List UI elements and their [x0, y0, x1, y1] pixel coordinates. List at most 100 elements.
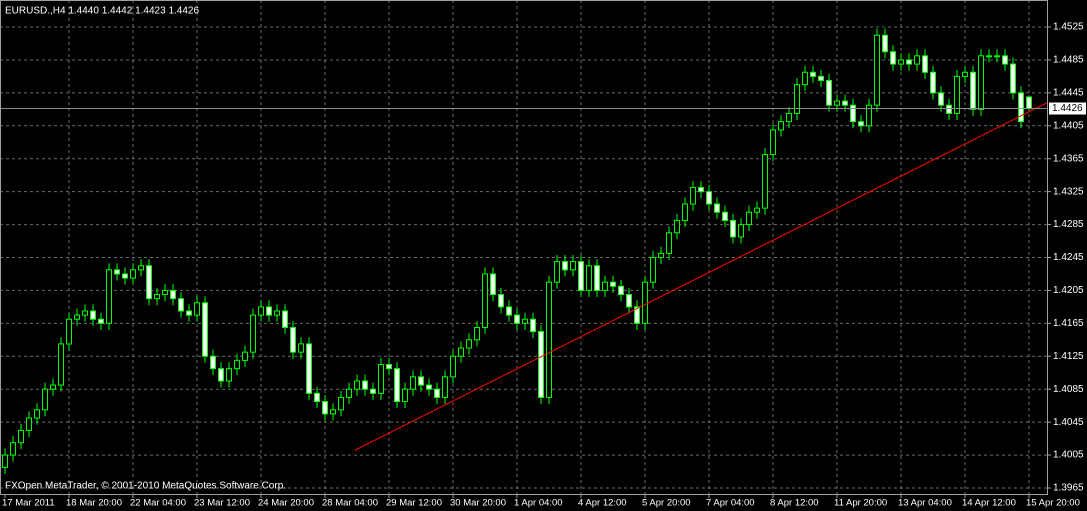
candle-body [634, 306, 640, 324]
candle-body [338, 396, 344, 411]
y-tick-label: 1.4005 [1053, 450, 1084, 461]
y-tick-label: 1.4285 [1053, 219, 1084, 230]
grid-layer [0, 0, 1047, 494]
candle-body [746, 211, 752, 226]
candle-body [178, 298, 184, 312]
candle-body [386, 364, 392, 370]
marks-layer [0, 28, 1048, 474]
candle-body [682, 203, 688, 221]
candle-body [466, 339, 472, 349]
candle-body [42, 388, 48, 411]
candle-body [818, 75, 824, 82]
candle-body [194, 302, 200, 316]
candle-body [74, 314, 80, 320]
candle-body [378, 364, 384, 394]
candle-body [402, 388, 408, 403]
candle-body [842, 100, 848, 106]
candle-body [738, 224, 744, 238]
candle-body [258, 306, 264, 316]
y-tick-label: 1.4325 [1053, 186, 1084, 197]
candle-body [266, 306, 272, 316]
candle-body [434, 388, 440, 398]
candle-body [650, 257, 656, 283]
candle-body [362, 380, 368, 390]
candle-body [690, 187, 696, 205]
candle-body [426, 384, 432, 390]
candle-body [938, 92, 944, 106]
candle-body [514, 314, 520, 324]
candle-body [970, 71, 976, 110]
candle-body [794, 84, 800, 114]
candle-body [34, 409, 40, 419]
candle-body [586, 265, 592, 291]
candle-body [810, 71, 816, 77]
candle-body [858, 121, 864, 127]
candle-body [570, 261, 576, 271]
candle-body [354, 380, 360, 390]
candle-body [578, 261, 584, 291]
candle-body [506, 306, 512, 316]
candle-body [146, 265, 152, 300]
candle-body [658, 252, 664, 259]
x-tick-label: 15 Apr 20:00 [1026, 498, 1080, 509]
x-tick-label: 4 Apr 12:00 [578, 498, 627, 509]
candle-body [218, 368, 224, 382]
candle-body [442, 376, 448, 398]
y-tick-label: 1.4405 [1053, 120, 1084, 131]
candle-body [370, 388, 376, 394]
candle-body [946, 104, 952, 114]
candle-body [930, 71, 936, 94]
candle-body [410, 376, 416, 390]
candle-body [674, 219, 680, 234]
x-tick-label: 22 Mar 04:00 [130, 498, 186, 509]
candle-body [202, 302, 208, 357]
candle-body [754, 207, 760, 213]
candle-body [626, 294, 632, 308]
y-tick-label: 1.4525 [1053, 22, 1084, 33]
x-tick-label: 11 Apr 20:00 [834, 498, 887, 509]
candle-body [978, 55, 984, 110]
candle-body [290, 326, 296, 353]
candle-body [314, 392, 320, 403]
chart-title: EURUSD.,H4 1.4440 1.4442 1.4423 1.4426 [5, 6, 199, 17]
candle-body [922, 55, 928, 73]
candle-body [226, 368, 232, 382]
trendline [354, 102, 1048, 451]
candle-body [114, 269, 120, 275]
price-label-box [1049, 102, 1086, 115]
candle-body [18, 429, 24, 444]
candle-body [546, 281, 552, 398]
candle-body [522, 318, 528, 324]
candle-body [298, 343, 304, 353]
candle-body [154, 294, 160, 300]
x-tick-label: 8 Apr 12:00 [770, 498, 819, 509]
candle-body [882, 34, 888, 53]
candle-body [2, 454, 8, 468]
x-tick-label: 29 Mar 12:00 [386, 498, 442, 509]
candle-body [90, 310, 96, 320]
candle-body [50, 384, 56, 390]
candle-body [66, 318, 72, 345]
candle-body [10, 442, 16, 456]
x-tick-label: 23 Mar 12:00 [194, 498, 250, 509]
candle-body [242, 351, 248, 361]
candle-body [330, 409, 336, 415]
candle-body [954, 75, 960, 114]
candle-body [714, 203, 720, 213]
candle-body [250, 314, 256, 353]
candle-body [162, 289, 168, 296]
candle-body [282, 310, 288, 328]
candle-body [642, 281, 648, 324]
candle-body [306, 343, 312, 394]
candle-body [1026, 96, 1032, 110]
candle-body [482, 273, 488, 328]
candle-body [610, 281, 616, 287]
candle-body [322, 401, 328, 415]
y-tick-label: 1.4245 [1053, 252, 1084, 263]
y-tick-label: 1.3965 [1053, 483, 1084, 494]
candle-body [490, 273, 496, 296]
x-tick-label: 5 Apr 20:00 [642, 498, 691, 509]
candle-body [874, 34, 880, 106]
candle-body [890, 51, 896, 65]
